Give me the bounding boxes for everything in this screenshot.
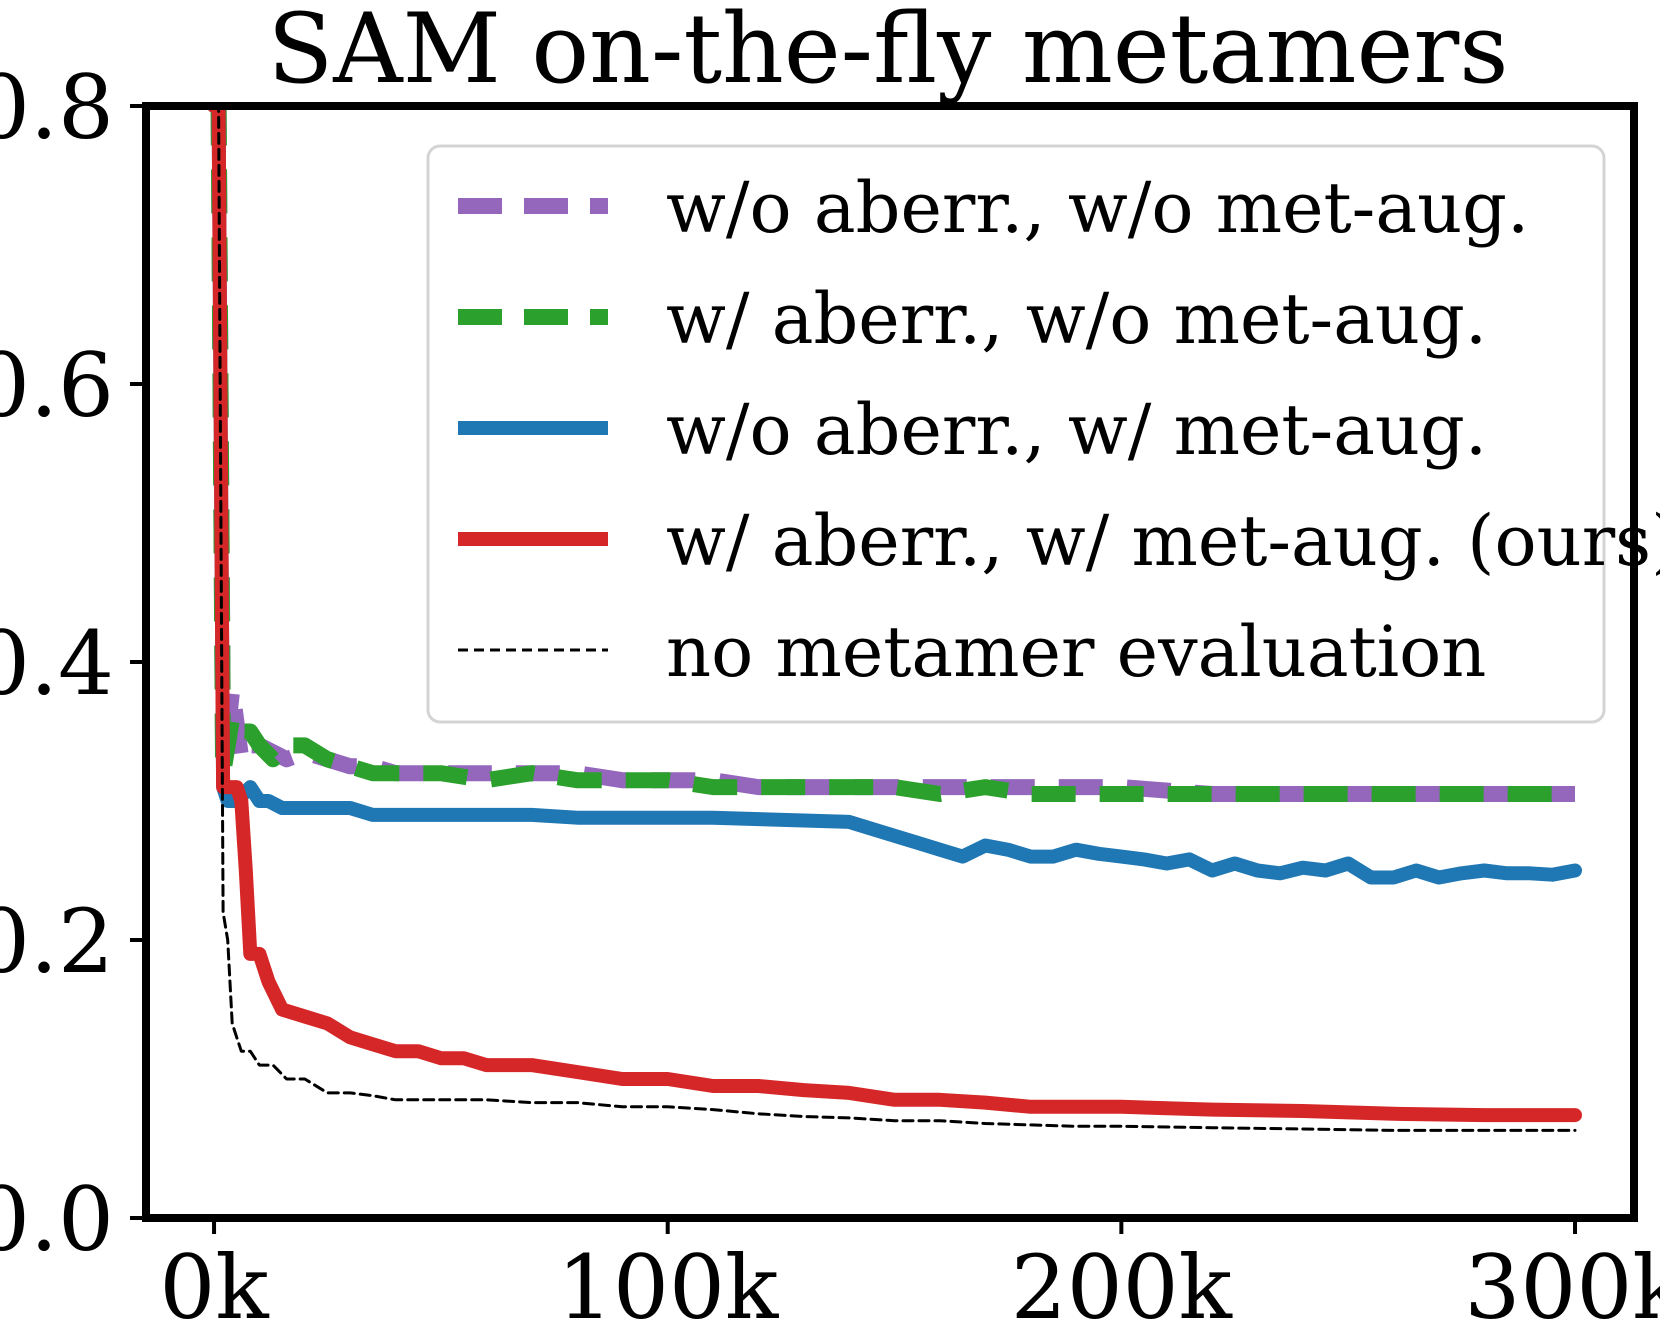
legend-box bbox=[426, 144, 1606, 724]
chart-title: SAM on-the-fly metamers bbox=[267, 0, 1508, 105]
x-tick-label: 100k bbox=[557, 1236, 779, 1334]
axis-layer: 0k 100k 200k 300k 0.0 0.2 0.4 0.6 0.8 bbox=[0, 56, 1660, 1339]
y-tick-label: 0.0 bbox=[0, 1168, 114, 1271]
y-tick-label: 0.6 bbox=[0, 334, 114, 437]
series-line-3 bbox=[207, 106, 1582, 885]
y-tick-label: 0.8 bbox=[0, 56, 114, 159]
y-tick-label: 0.4 bbox=[0, 612, 114, 715]
legend-label-5: no metamer evaluation bbox=[666, 611, 1486, 693]
legend-label-4: w/ aberr., w/ met-aug. (ours) bbox=[666, 500, 1660, 582]
legend-label-1: w/o aberr., w/o met-aug. bbox=[666, 167, 1529, 249]
y-tick-label: 0.2 bbox=[0, 890, 114, 993]
x-tick-label: 0k bbox=[159, 1236, 269, 1334]
series-line-1 bbox=[210, 106, 1575, 802]
legend-label-2: w/ aberr., w/o met-aug. bbox=[666, 278, 1487, 360]
series-line-5 bbox=[212, 106, 1577, 1132]
legend-label-3: w/o aberr., w/ met-aug. bbox=[666, 389, 1487, 471]
series-line-2 bbox=[210, 106, 1575, 802]
series-layer bbox=[207, 106, 1582, 1132]
series-line-4 bbox=[207, 106, 1582, 1123]
legend: w/o aberr., w/o met-aug. w/ aberr., w/o m… bbox=[426, 144, 1660, 724]
x-tick-label: 200k bbox=[1011, 1236, 1233, 1334]
x-tick-label: 300k bbox=[1464, 1236, 1660, 1334]
